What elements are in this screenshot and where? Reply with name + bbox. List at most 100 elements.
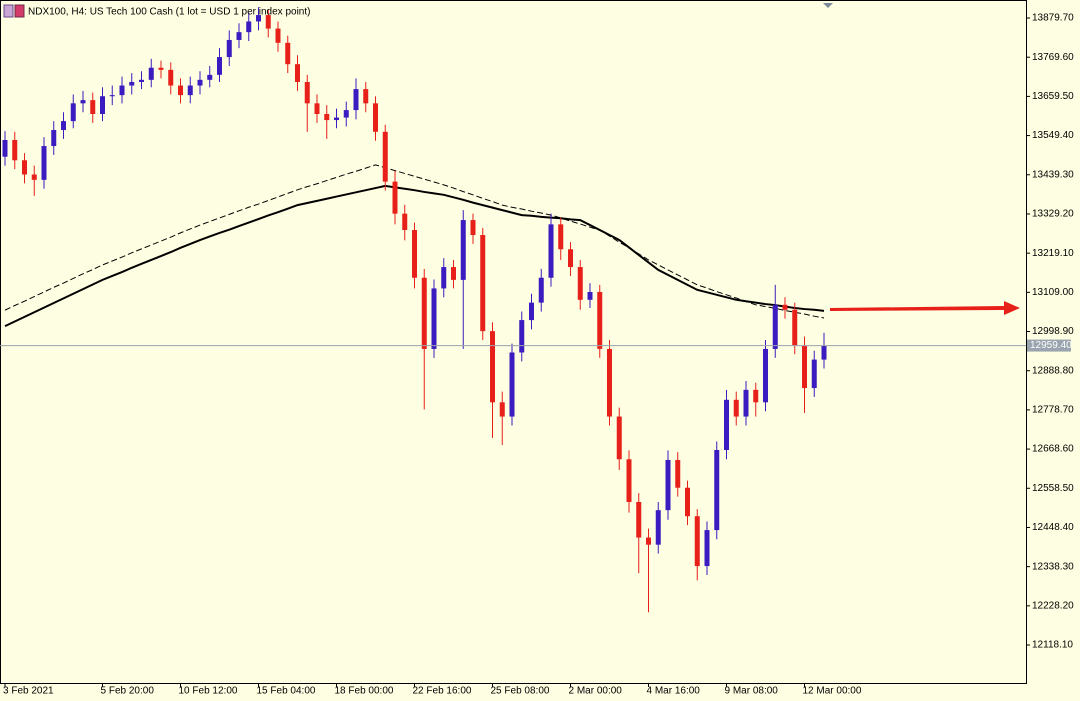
x-tick-label: 12 Mar 00:00 (803, 686, 862, 697)
y-tick-label: 12338.30 (1032, 561, 1074, 572)
y-tick-label: 13879.70 (1032, 13, 1074, 24)
candle-body (616, 416, 622, 460)
moving-average (4, 164, 825, 319)
candle-body (626, 459, 632, 502)
candle-body (665, 459, 671, 511)
candle-body (460, 220, 466, 280)
candle-body (353, 89, 359, 111)
candle-body (51, 130, 57, 147)
candle-body (802, 345, 807, 389)
candle-body (61, 121, 66, 131)
candle-body (304, 81, 310, 104)
candle-body (70, 103, 76, 122)
candle-body (655, 510, 661, 545)
candle-body (480, 235, 486, 332)
candle-body (753, 389, 759, 403)
candle-body (343, 110, 349, 118)
candle-body (431, 288, 437, 349)
candle-body (109, 95, 115, 97)
candle-body (724, 399, 729, 451)
candle-body (324, 114, 330, 121)
candle-body (538, 277, 544, 303)
candle-body (80, 100, 86, 104)
y-tick-label: 12558.50 (1032, 483, 1074, 494)
candle-body (148, 67, 154, 80)
candle-body (256, 15, 261, 22)
y-tick-label: 13549.40 (1032, 130, 1074, 141)
candle-body (285, 42, 291, 65)
candle-body (12, 139, 18, 161)
candle-body (129, 81, 135, 86)
candle-body (295, 64, 300, 82)
last-price-label: 12959.40 (1030, 340, 1072, 351)
shift-marker (823, 3, 833, 8)
candle-body (100, 96, 105, 115)
candle-body (265, 15, 271, 29)
candle-body (782, 304, 788, 310)
candle-body (675, 459, 681, 488)
y-tick-label: 12668.60 (1032, 444, 1074, 455)
marks (2, 7, 827, 613)
candle-body (772, 304, 778, 349)
y-tick-label: 13659.50 (1032, 91, 1074, 102)
candle-body (763, 348, 768, 403)
candle-body (168, 69, 174, 86)
plot-area (0, 0, 1027, 684)
candle-body (607, 348, 612, 417)
candle-body (714, 450, 720, 531)
y-tick-label: 12998.90 (1032, 326, 1074, 337)
y-tick-label: 13439.30 (1032, 169, 1074, 180)
x-tick-label: 4 Mar 16:00 (647, 686, 701, 697)
y-tick-label: 12448.40 (1032, 522, 1074, 533)
candle-body (558, 224, 564, 250)
last-price-box (1027, 339, 1071, 352)
candle-body (685, 487, 690, 517)
candle-body (529, 302, 534, 321)
x-tick-label: 22 Feb 16:00 (413, 686, 472, 697)
symbol-icon (3, 4, 14, 18)
candle-body (743, 389, 749, 417)
candle-body (275, 28, 281, 43)
moving-average (4, 184, 825, 328)
y-tick-label: 12228.20 (1032, 600, 1074, 611)
candle-body (363, 89, 369, 104)
candle-body (392, 181, 398, 214)
x-tick-label: 18 Feb 00:00 (335, 686, 394, 697)
candle-body (373, 103, 378, 132)
candle-body (31, 174, 37, 180)
x-tick-label: 5 Feb 20:00 (101, 686, 155, 697)
candle-body (2, 139, 8, 157)
candle-body (509, 352, 515, 417)
candle-body (519, 320, 525, 353)
candle-body (402, 213, 408, 231)
chart-title: NDX100, H4: US Tech 100 Cash (1 lot = US… (28, 7, 310, 18)
symbol-icon (14, 4, 25, 18)
candle-body (226, 39, 232, 58)
candle-body (197, 79, 203, 86)
candle-body (158, 67, 164, 70)
candle-body (587, 291, 593, 300)
candle-body (246, 21, 252, 33)
candle-body (207, 74, 213, 80)
y-tick-label: 12778.70 (1032, 405, 1074, 416)
candle-body (577, 267, 583, 300)
candle-body (548, 224, 554, 278)
candle-body (646, 537, 651, 545)
y-tick-label: 13109.00 (1032, 287, 1074, 298)
candle-body (733, 399, 739, 417)
y-tick-label: 12888.80 (1032, 365, 1074, 376)
x-tick-label: 15 Feb 04:00 (257, 686, 316, 697)
candle-body (90, 100, 96, 115)
candle-body (382, 131, 388, 182)
candle-body (334, 117, 339, 121)
y-tick-label: 13219.10 (1032, 248, 1074, 259)
x-tick-label: 9 Mar 08:00 (725, 686, 779, 697)
x-tick-label: 2 Mar 00:00 (569, 686, 623, 697)
candle-body (22, 160, 27, 175)
x-tick-label: 25 Feb 08:00 (491, 686, 550, 697)
candle-body (412, 230, 417, 278)
candle-body (217, 57, 222, 75)
candle-body (568, 249, 573, 268)
